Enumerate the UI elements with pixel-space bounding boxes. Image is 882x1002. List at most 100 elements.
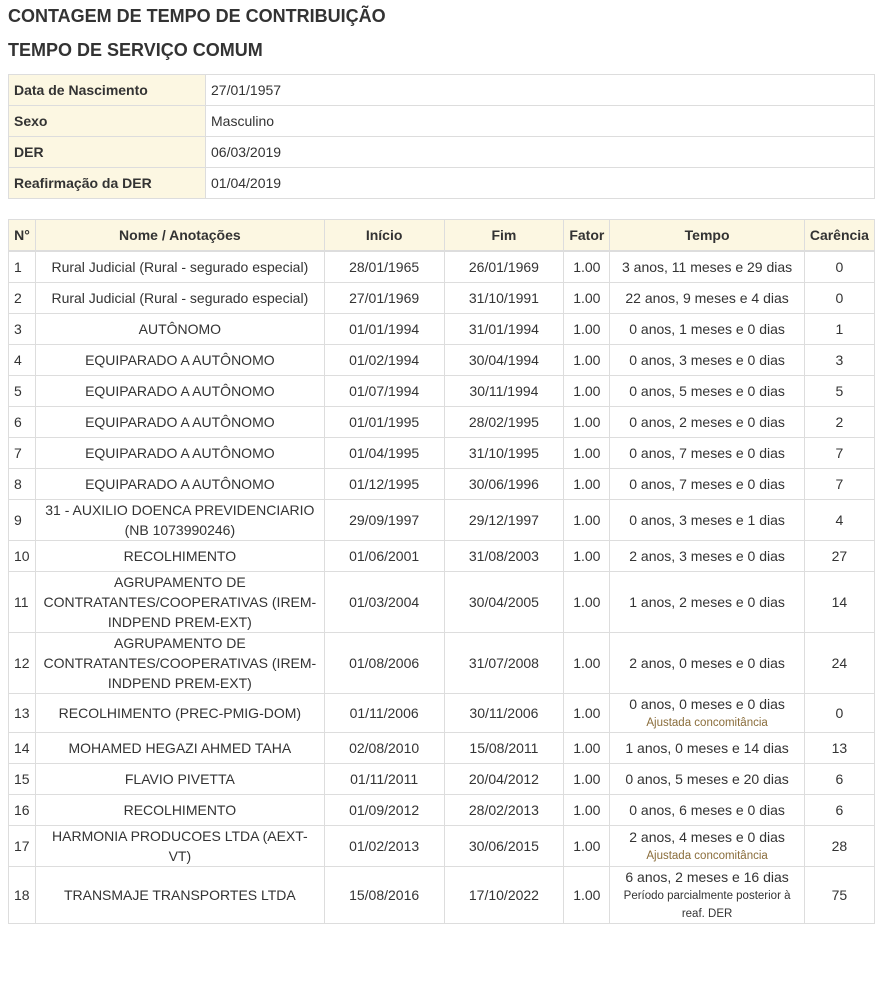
tempo-value: 6 anos, 2 meses e 16 dias bbox=[625, 869, 789, 885]
info-value: 27/01/1957 bbox=[205, 74, 875, 106]
table-row: 5 EQUIPARADO A AUTÔNOMO 01/07/1994 30/11/19… bbox=[8, 375, 876, 407]
table-row: 4 EQUIPARADO A AUTÔNOMO 01/02/1994 30/04/19… bbox=[8, 344, 876, 376]
cell-fim: 31/07/2008 bbox=[443, 632, 565, 694]
cell-inicio: 01/09/2012 bbox=[323, 794, 445, 826]
cell-nome: AGRUPAMENTO DE CONTRATANTES/COOPERATIVAS… bbox=[34, 571, 325, 633]
table-row: 12 AGRUPAMENTO DE CONTRATANTES/COOPERATIV… bbox=[8, 632, 876, 694]
cell-carencia: 7 bbox=[803, 468, 876, 500]
cell-fator: 1.00 bbox=[563, 499, 611, 541]
cell-n: 2 bbox=[8, 282, 36, 314]
cell-fator: 1.00 bbox=[563, 437, 611, 469]
cell-fator: 1.00 bbox=[563, 693, 611, 733]
table-row: 13 RECOLHIMENTO (PREC-PMIG-DOM) 01/11/2006… bbox=[8, 693, 876, 733]
cell-inicio: 01/01/1994 bbox=[323, 313, 445, 345]
cell-n: 17 bbox=[8, 825, 36, 867]
cell-carencia: 28 bbox=[803, 825, 876, 867]
cell-tempo: 22 anos, 9 meses e 4 dias bbox=[609, 282, 805, 314]
cell-carencia: 27 bbox=[803, 540, 876, 572]
cell-inicio: 01/08/2006 bbox=[323, 632, 445, 694]
info-label: DER bbox=[8, 136, 206, 168]
cell-fator: 1.00 bbox=[563, 282, 611, 314]
table-row: 6 EQUIPARADO A AUTÔNOMO 01/01/1995 28/02/19… bbox=[8, 406, 876, 438]
info-value: 01/04/2019 bbox=[205, 167, 875, 199]
column-header: Fim bbox=[443, 219, 565, 252]
cell-n: 4 bbox=[8, 344, 36, 376]
cell-tempo: 1 anos, 0 meses e 14 dias bbox=[609, 732, 805, 764]
cell-fim: 30/04/1994 bbox=[443, 344, 565, 376]
cell-nome: MOHAMED HEGAZI AHMED TAHA bbox=[34, 732, 325, 764]
cell-fim: 30/04/2005 bbox=[443, 571, 565, 633]
tempo-value: 0 anos, 3 meses e 0 dias bbox=[629, 352, 785, 368]
tempo-value: 0 anos, 1 meses e 0 dias bbox=[629, 321, 785, 337]
cell-inicio: 02/08/2010 bbox=[323, 732, 445, 764]
tempo-value: 22 anos, 9 meses e 4 dias bbox=[625, 290, 789, 306]
cell-inicio: 29/09/1997 bbox=[323, 499, 445, 541]
tempo-value: 2 anos, 0 meses e 0 dias bbox=[629, 655, 785, 671]
cell-carencia: 6 bbox=[803, 794, 876, 826]
column-header: Carência bbox=[803, 219, 876, 252]
table-row: 3 AUTÔNOMO 01/01/1994 31/01/1994 1.00 0 anos,… bbox=[8, 313, 876, 345]
info-table: Data de Nascimento 27/01/1957 Sexo Masculin… bbox=[8, 74, 875, 199]
table-row: 18 TRANSMAJE TRANSPORTES LTDA 15/08/2016 17… bbox=[8, 866, 876, 924]
info-row: Sexo Masculino bbox=[8, 105, 875, 137]
cell-inicio: 01/11/2006 bbox=[323, 693, 445, 733]
tempo-note: Ajustada concomitância bbox=[646, 850, 768, 862]
cell-nome: EQUIPARADO A AUTÔNOMO bbox=[34, 468, 325, 500]
cell-inicio: 01/11/2011 bbox=[323, 763, 445, 795]
cell-carencia: 2 bbox=[803, 406, 876, 438]
info-row: DER 06/03/2019 bbox=[8, 136, 875, 168]
table-header: N° Nome / Anotações Início Fim Fator Tempo Car… bbox=[8, 219, 876, 252]
cell-carencia: 13 bbox=[803, 732, 876, 764]
cell-n: 3 bbox=[8, 313, 36, 345]
cell-fator: 1.00 bbox=[563, 344, 611, 376]
cell-n: 7 bbox=[8, 437, 36, 469]
cell-inicio: 01/02/1994 bbox=[323, 344, 445, 376]
cell-inicio: 01/04/1995 bbox=[323, 437, 445, 469]
info-row: Reafirmação da DER 01/04/2019 bbox=[8, 167, 875, 199]
cell-tempo: 0 anos, 2 meses e 0 dias bbox=[609, 406, 805, 438]
cell-tempo: 3 anos, 11 meses e 29 dias bbox=[609, 250, 805, 283]
cell-carencia: 0 bbox=[803, 282, 876, 314]
cell-fator: 1.00 bbox=[563, 632, 611, 694]
tempo-value: 2 anos, 3 meses e 0 dias bbox=[629, 548, 785, 564]
cell-inicio: 01/12/1995 bbox=[323, 468, 445, 500]
cell-tempo: 0 anos, 7 meses e 0 dias bbox=[609, 437, 805, 469]
cell-tempo: 0 anos, 7 meses e 0 dias bbox=[609, 468, 805, 500]
cell-carencia: 14 bbox=[803, 571, 876, 633]
cell-fim: 29/12/1997 bbox=[443, 499, 565, 541]
cell-carencia: 1 bbox=[803, 313, 876, 345]
table-row: 16 RECOLHIMENTO 01/09/2012 28/02/2013 1.00 0 … bbox=[8, 794, 876, 826]
cell-tempo: 2 anos, 3 meses e 0 dias bbox=[609, 540, 805, 572]
cell-nome: EQUIPARADO A AUTÔNOMO bbox=[34, 406, 325, 438]
cell-n: 13 bbox=[8, 693, 36, 733]
cell-n: 1 bbox=[8, 250, 36, 283]
table-row: 11 AGRUPAMENTO DE CONTRATANTES/COOPERATIV… bbox=[8, 571, 876, 633]
cell-carencia: 0 bbox=[803, 250, 876, 283]
cell-fim: 26/01/1969 bbox=[443, 250, 565, 283]
cell-fim: 28/02/2013 bbox=[443, 794, 565, 826]
info-value: 06/03/2019 bbox=[205, 136, 875, 168]
table-row: 7 EQUIPARADO A AUTÔNOMO 01/04/1995 31/10/19… bbox=[8, 437, 876, 469]
cell-tempo: 0 anos, 5 meses e 0 dias bbox=[609, 375, 805, 407]
cell-tempo: 2 anos, 0 meses e 0 dias bbox=[609, 632, 805, 694]
cell-nome: HARMONIA PRODUCOES LTDA (AEXT-VT) bbox=[34, 825, 325, 867]
cell-fator: 1.00 bbox=[563, 825, 611, 867]
cell-tempo: 6 anos, 2 meses e 16 dias Período parcial… bbox=[609, 866, 805, 924]
info-label: Sexo bbox=[8, 105, 206, 137]
cell-nome: AUTÔNOMO bbox=[34, 313, 325, 345]
cell-n: 15 bbox=[8, 763, 36, 795]
cell-inicio: 01/06/2001 bbox=[323, 540, 445, 572]
cell-carencia: 5 bbox=[803, 375, 876, 407]
table-row: 8 EQUIPARADO A AUTÔNOMO 01/12/1995 30/06/19… bbox=[8, 468, 876, 500]
cell-tempo: 0 anos, 0 meses e 0 dias Ajustada concomi… bbox=[609, 693, 805, 733]
cell-nome: EQUIPARADO A AUTÔNOMO bbox=[34, 437, 325, 469]
cell-tempo: 0 anos, 1 meses e 0 dias bbox=[609, 313, 805, 345]
cell-n: 12 bbox=[8, 632, 36, 694]
cell-carencia: 6 bbox=[803, 763, 876, 795]
info-label: Data de Nascimento bbox=[8, 74, 206, 106]
cell-fator: 1.00 bbox=[563, 406, 611, 438]
cell-fim: 31/10/1991 bbox=[443, 282, 565, 314]
cell-n: 11 bbox=[8, 571, 36, 633]
tempo-value: 0 anos, 7 meses e 0 dias bbox=[629, 476, 785, 492]
cell-n: 16 bbox=[8, 794, 36, 826]
